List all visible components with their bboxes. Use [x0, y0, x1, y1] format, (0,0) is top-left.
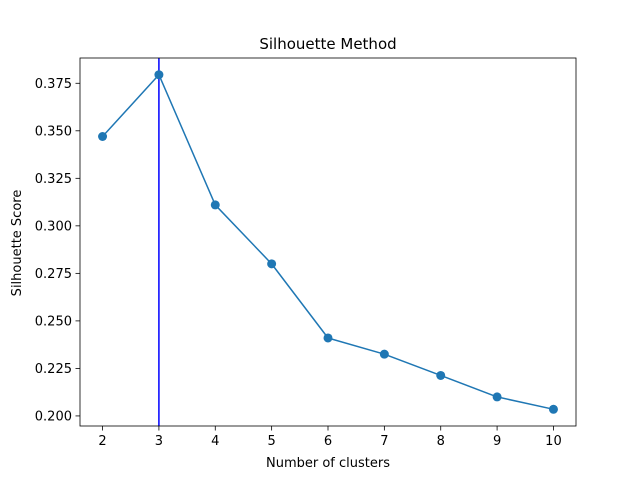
plot-area: 2 3 4 5 6 7 8 9 10 0.200 0.225 0.250 0.275 0.300 0.325… — [35, 57, 577, 449]
x-tick-label-5: 5 — [267, 434, 275, 449]
x-tick-label-2: 2 — [98, 434, 106, 449]
x-tick-label-6: 6 — [324, 434, 332, 449]
x-tick-label-10: 10 — [545, 434, 562, 449]
data-point-k-2 — [98, 132, 108, 142]
y-axis-label: Silhouette Score — [10, 190, 25, 297]
x-tick-label-4: 4 — [211, 434, 219, 449]
x-axis-label: Number of clusters — [266, 456, 390, 471]
data-point-k-4 — [210, 200, 220, 210]
y-tick-label-4: 0.300 — [35, 219, 72, 234]
data-point-k-3 — [154, 70, 164, 80]
data-point-k-5 — [267, 259, 277, 269]
data-point-k-10 — [548, 404, 558, 414]
y-tick-label-6: 0.350 — [35, 124, 72, 139]
x-tick-label-9: 9 — [493, 434, 501, 449]
chart-title: Silhouette Method — [259, 35, 396, 53]
y-tick-label-7: 0.375 — [35, 77, 72, 92]
x-tick-label-8: 8 — [437, 434, 445, 449]
y-tick-label-3: 0.275 — [35, 267, 72, 282]
x-tick-label-3: 3 — [155, 434, 163, 449]
y-tick-label-2: 0.250 — [35, 314, 72, 329]
data-point-k-7 — [379, 349, 389, 359]
data-point-k-8 — [436, 370, 446, 380]
y-tick-label-1: 0.225 — [35, 362, 72, 377]
y-tick-label-0: 0.200 — [35, 409, 72, 424]
data-point-k-9 — [492, 392, 502, 402]
y-tick-label-5: 0.325 — [35, 172, 72, 187]
data-point-k-6 — [323, 333, 333, 343]
x-tick-label-7: 7 — [380, 434, 388, 449]
